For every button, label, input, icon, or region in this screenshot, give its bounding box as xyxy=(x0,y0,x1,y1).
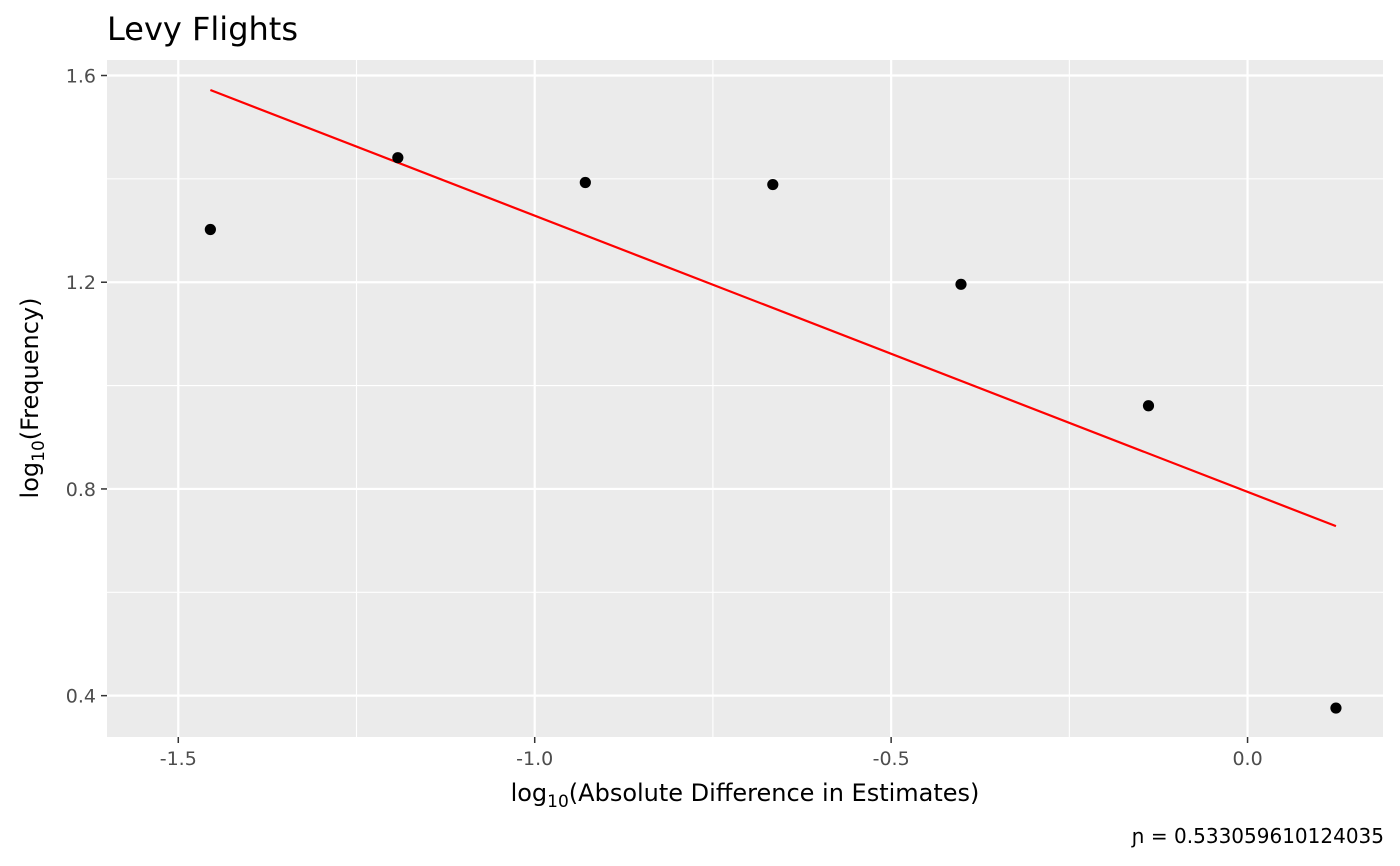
x-tick-label: -0.5 xyxy=(873,748,910,770)
data-point xyxy=(1330,702,1342,714)
x-tick-label: 0.0 xyxy=(1232,748,1262,770)
y-axis-title: log10(Frequency) xyxy=(16,298,49,499)
data-point xyxy=(392,152,404,164)
chart-title: Levy Flights xyxy=(107,10,298,48)
x-axis-title-rest: (Absolute Difference in Estimates) xyxy=(569,779,980,807)
data-point xyxy=(204,223,216,236)
caption-value: = 0.533059610124035 xyxy=(1145,824,1384,848)
data-points xyxy=(204,152,1342,714)
y-axis-title-subscript: 10 xyxy=(29,440,49,462)
x-tick-label: -1.5 xyxy=(160,748,197,770)
y-tick-label: 0.4 xyxy=(66,686,96,708)
x-axis-title-subscript: 10 xyxy=(547,792,569,812)
x-axis-title-base: log xyxy=(511,779,548,807)
data-point xyxy=(579,176,591,189)
x-tick-label: -1.0 xyxy=(516,748,553,770)
caption: ɲ = 0.533059610124035 xyxy=(1131,824,1384,848)
caption-symbol: ɲ xyxy=(1131,824,1145,848)
y-axis-ticks: 0.4 0.8 1.2 1.6 xyxy=(66,66,107,708)
y-tick-label: 1.6 xyxy=(66,66,96,88)
y-tick-label: 1.2 xyxy=(66,272,96,294)
x-axis-title: log10(Absolute Difference in Estimates) xyxy=(511,779,980,812)
y-axis-title-rest: (Frequency) xyxy=(16,298,44,441)
data-point xyxy=(955,278,967,290)
minor-gridlines xyxy=(107,60,1383,737)
y-axis-title-base: log xyxy=(16,462,44,499)
data-point xyxy=(1142,400,1155,412)
data-point xyxy=(767,178,779,191)
x-axis-ticks: -1.5 -1.0 -0.5 0.0 xyxy=(160,737,1263,770)
plot-panel xyxy=(107,60,1383,737)
y-tick-label: 0.8 xyxy=(66,479,96,501)
major-gridlines xyxy=(107,60,1383,737)
